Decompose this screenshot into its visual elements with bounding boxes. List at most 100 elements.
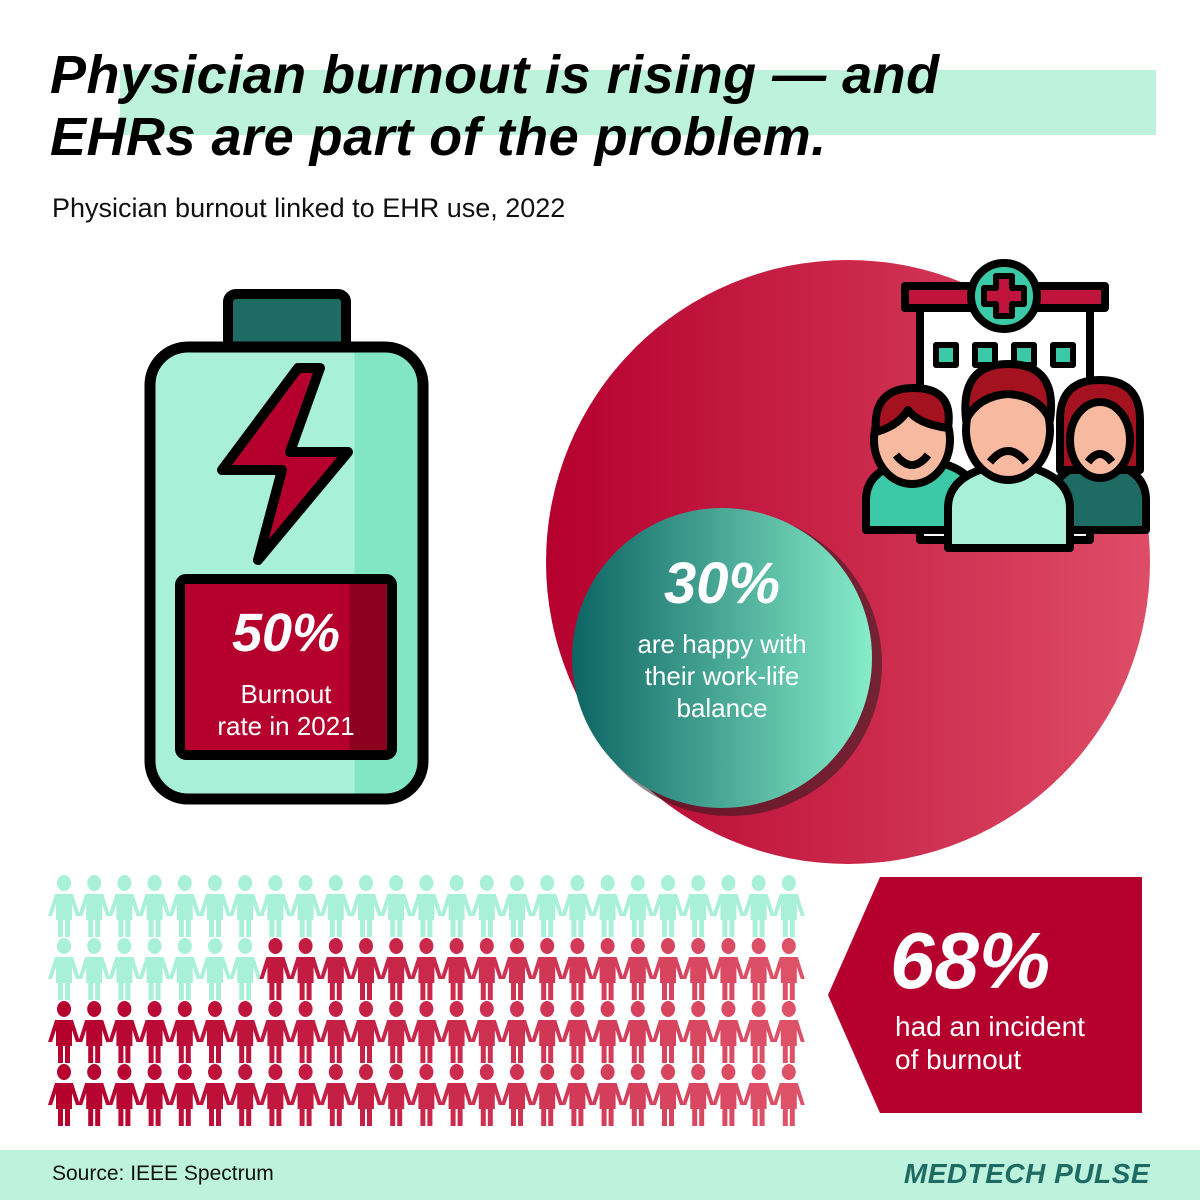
person-icon-not-burnout bbox=[199, 875, 231, 937]
person-icon-burnout bbox=[440, 1001, 473, 1063]
person-icon-not-burnout bbox=[259, 875, 292, 937]
person-icon-burnout bbox=[561, 1001, 594, 1063]
person-icon-burnout bbox=[350, 1001, 382, 1063]
title-line-1: Physician burnout is rising — and bbox=[50, 45, 940, 105]
person-icon-burnout bbox=[229, 1064, 262, 1126]
person-icon-burnout bbox=[501, 938, 533, 1000]
person-icon-not-burnout bbox=[48, 938, 80, 1000]
subtitle: Physician burnout linked to EHR use, 202… bbox=[52, 193, 566, 223]
person-icon-not-burnout bbox=[168, 938, 201, 1000]
page-title: Physician burnout is rising — and EHRs a… bbox=[50, 44, 1170, 168]
label-line: Burnout bbox=[240, 679, 332, 709]
person-icon-burnout bbox=[168, 1001, 201, 1063]
person-icon-burnout bbox=[772, 1001, 805, 1063]
person-icon-burnout bbox=[682, 1064, 715, 1126]
person-icon-burnout bbox=[591, 938, 624, 1000]
person-icon-not-burnout bbox=[138, 938, 171, 1000]
person-icon-burnout bbox=[652, 938, 684, 1000]
pictogram-grid bbox=[48, 875, 805, 1126]
person-icon-burnout bbox=[78, 1064, 111, 1126]
person-icon-burnout bbox=[742, 1064, 775, 1126]
person-icon-burnout bbox=[199, 1064, 231, 1126]
person-icon-not-burnout bbox=[531, 875, 564, 937]
label-line: their work-life bbox=[644, 661, 800, 691]
person-icon-not-burnout bbox=[410, 875, 443, 937]
burnout-incident-value: 68% bbox=[890, 916, 1051, 1005]
person-icon-burnout bbox=[561, 938, 594, 1000]
person-icon-not-burnout bbox=[742, 875, 775, 937]
person-icon-burnout bbox=[350, 938, 382, 1000]
person-icon-not-burnout bbox=[199, 938, 231, 1000]
person-icon-burnout bbox=[591, 1064, 624, 1126]
person-icon-burnout bbox=[168, 1064, 201, 1126]
label-line: had an incident bbox=[895, 1011, 1085, 1042]
person-icon-not-burnout bbox=[48, 875, 80, 937]
person-icon-not-burnout bbox=[229, 938, 262, 1000]
person-icon-not-burnout bbox=[168, 875, 201, 937]
person-icon-not-burnout bbox=[440, 875, 473, 937]
person-icon-burnout bbox=[380, 1001, 413, 1063]
person-icon-not-burnout bbox=[621, 875, 654, 937]
person-icon-burnout bbox=[289, 1064, 322, 1126]
person-icon-burnout bbox=[138, 1064, 171, 1126]
battery-lightning-icon bbox=[144, 289, 429, 805]
person-icon-burnout bbox=[259, 938, 292, 1000]
person-icon-burnout bbox=[289, 1001, 322, 1063]
person-icon-burnout bbox=[48, 1064, 80, 1126]
person-icon-burnout bbox=[621, 1064, 654, 1126]
person-icon-burnout bbox=[48, 1001, 80, 1063]
source-text: Source: IEEE Spectrum bbox=[52, 1162, 274, 1185]
title-highlight bbox=[120, 70, 1156, 135]
person-icon-burnout bbox=[350, 1064, 382, 1126]
person-icon-not-burnout bbox=[229, 875, 262, 937]
doctors-hospital-icon bbox=[862, 259, 1150, 552]
person-icon-burnout bbox=[410, 938, 443, 1000]
person-icon-not-burnout bbox=[501, 875, 533, 937]
person-icon-burnout bbox=[289, 938, 322, 1000]
happy-label: are happy with their work-life balance bbox=[572, 628, 872, 724]
person-icon-not-burnout bbox=[652, 875, 684, 937]
person-icon-burnout bbox=[259, 1064, 292, 1126]
person-icon-burnout bbox=[440, 938, 473, 1000]
footer-band bbox=[0, 1150, 1200, 1200]
person-icon-burnout bbox=[501, 1001, 533, 1063]
person-icon-burnout bbox=[470, 1001, 503, 1063]
title-line-2: EHRs are part of the problem. bbox=[50, 107, 827, 167]
person-icon-burnout bbox=[712, 1064, 745, 1126]
label-line: are happy with bbox=[637, 629, 807, 659]
person-icon-burnout bbox=[531, 1001, 564, 1063]
person-icon-burnout bbox=[712, 938, 745, 1000]
person-icon-burnout bbox=[501, 1064, 533, 1126]
person-icon-burnout bbox=[108, 1064, 141, 1126]
brand-logo: MEDTECH PULSE bbox=[903, 1158, 1150, 1189]
person-icon-burnout bbox=[742, 938, 775, 1000]
person-icon-burnout bbox=[319, 1064, 352, 1126]
person-icon-burnout bbox=[531, 938, 564, 1000]
person-icon-burnout bbox=[440, 1064, 473, 1126]
person-icon-burnout bbox=[561, 1064, 594, 1126]
person-icon-burnout bbox=[380, 1064, 413, 1126]
happy-value: 30% bbox=[663, 551, 781, 616]
person-icon-burnout bbox=[652, 1064, 684, 1126]
person-icon-burnout bbox=[531, 1064, 564, 1126]
person-icon-burnout bbox=[591, 1001, 624, 1063]
person-icon-not-burnout bbox=[78, 875, 111, 937]
person-icon-burnout bbox=[621, 1001, 654, 1063]
person-icon-not-burnout bbox=[470, 875, 503, 937]
burnout-rate-value: 50% bbox=[231, 603, 341, 663]
person-icon-burnout bbox=[772, 938, 805, 1000]
person-icon-not-burnout bbox=[682, 875, 715, 937]
person-icon-burnout bbox=[682, 1001, 715, 1063]
person-icon-burnout bbox=[319, 938, 352, 1000]
person-icon-burnout bbox=[138, 1001, 171, 1063]
person-icon-burnout bbox=[199, 1001, 231, 1063]
person-icon-not-burnout bbox=[138, 875, 171, 937]
person-icon-not-burnout bbox=[350, 875, 382, 937]
person-icon-burnout bbox=[78, 1001, 111, 1063]
person-icon-not-burnout bbox=[108, 938, 141, 1000]
person-icon-not-burnout bbox=[380, 875, 413, 937]
person-icon-burnout bbox=[772, 1064, 805, 1126]
person-icon-not-burnout bbox=[108, 875, 141, 937]
happy-circle bbox=[572, 508, 872, 808]
